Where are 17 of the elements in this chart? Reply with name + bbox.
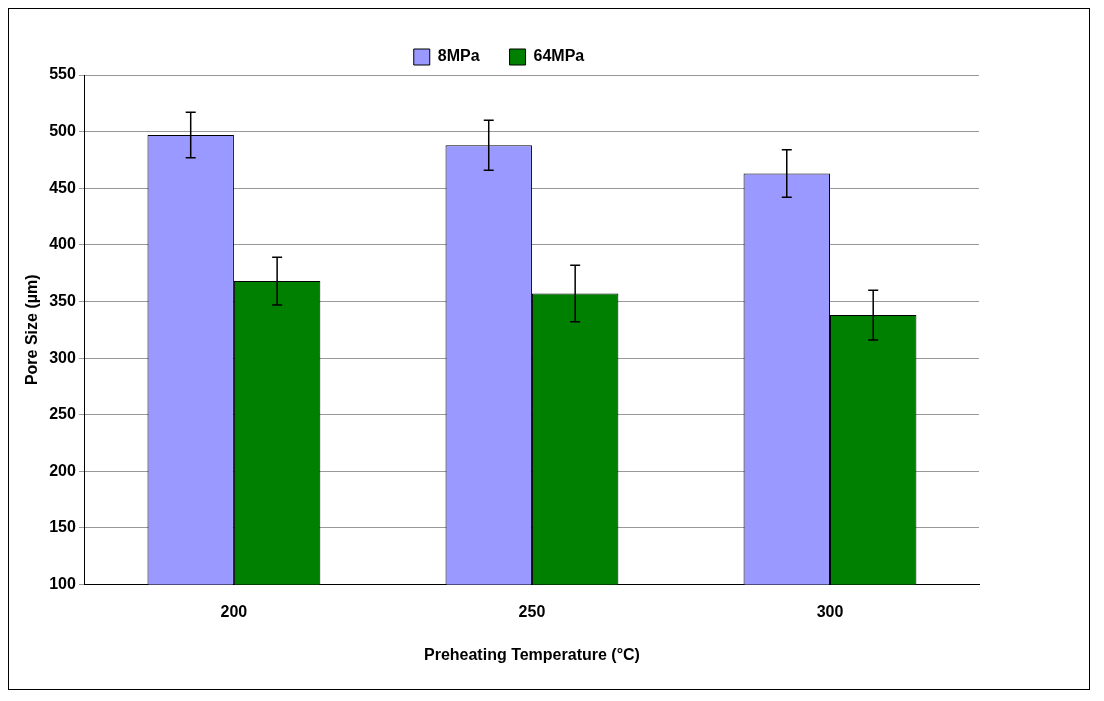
y-tick-label: 550 <box>49 65 76 83</box>
y-tick-label: 250 <box>49 405 76 423</box>
y-tick-label: 500 <box>49 122 76 140</box>
y-tick-label: 300 <box>49 348 76 366</box>
y-tick-label: 350 <box>49 291 76 309</box>
legend-label: 8MPa <box>437 47 480 65</box>
x-axis-title: Preheating Temperature (°C) <box>423 645 640 663</box>
y-axis-title: Pore Size (µm) <box>23 274 41 386</box>
y-tick-label: 400 <box>49 235 76 253</box>
y-tick-label: 150 <box>49 518 76 536</box>
y-tick-label: 200 <box>49 461 76 479</box>
x-tick-label: 200 <box>220 602 248 620</box>
legend-label: 64MPa <box>533 47 585 65</box>
y-tick-label: 100 <box>49 575 76 593</box>
y-tick-label: 450 <box>49 178 76 196</box>
x-tick-label: 250 <box>518 602 546 620</box>
x-tick-label: 300 <box>816 602 844 620</box>
